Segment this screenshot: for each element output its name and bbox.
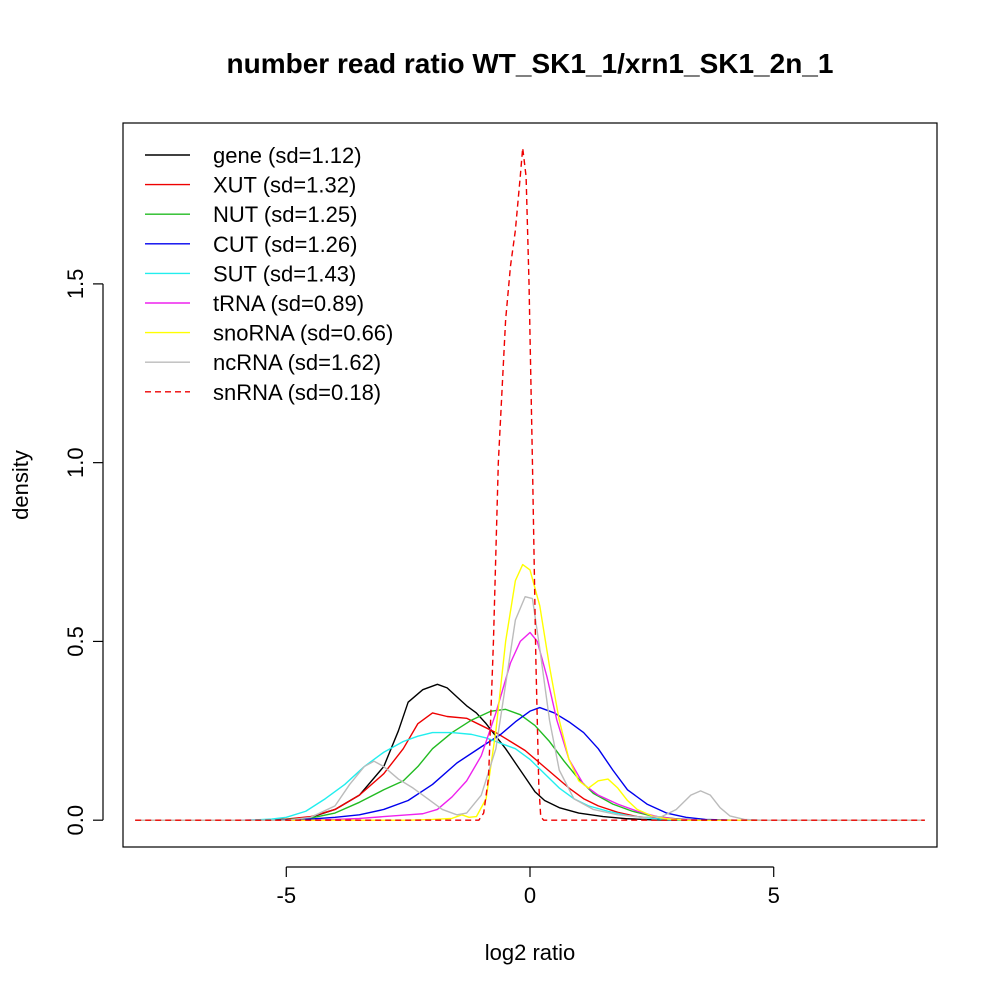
legend-label-4: SUT (sd=1.43) [213,261,356,286]
x-tick-label-1: 0 [524,883,536,908]
series-line-6 [135,563,925,821]
series-line-4 [135,731,925,821]
y-tick-label-2: 1.0 [63,447,88,478]
series-layer [135,147,925,821]
x-axis: -5 0 5 [277,866,780,908]
x-tick-label-2: 5 [768,883,780,908]
series-line-7 [135,596,925,821]
legend-label-5: tRNA (sd=0.89) [213,291,364,316]
y-axis-label: density [8,450,33,520]
plot-frame [122,122,938,848]
legend-label-7: ncRNA (sd=1.62) [213,350,381,375]
series-line-5 [135,631,925,821]
series-line-3 [135,706,925,821]
legend-label-1: XUT (sd=1.32) [213,173,356,198]
legend-label-3: CUT (sd=1.26) [213,232,357,257]
y-tick-label-0: 0.0 [63,805,88,836]
y-tick-label-1: 0.5 [63,626,88,657]
legend-label-6: snoRNA (sd=0.66) [213,321,393,346]
series-line-1 [135,712,925,821]
legend: gene (sd=1.12) XUT (sd=1.32) NUT (sd=1.25)… [145,143,393,405]
x-tick-label-0: -5 [277,883,297,908]
legend-label-8: snRNA (sd=0.18) [213,380,381,405]
x-axis-label: log2 ratio [485,940,576,965]
legend-label-2: NUT (sd=1.25) [213,202,357,227]
y-axis: 0.0 0.5 1.0 1.5 [63,269,104,836]
series-line-8 [135,147,925,821]
y-tick-label-3: 1.5 [63,269,88,300]
chart-title: number read ratio WT_SK1_1/xrn1_SK1_2n_1 [227,48,834,79]
legend-label-0: gene (sd=1.12) [213,143,362,168]
